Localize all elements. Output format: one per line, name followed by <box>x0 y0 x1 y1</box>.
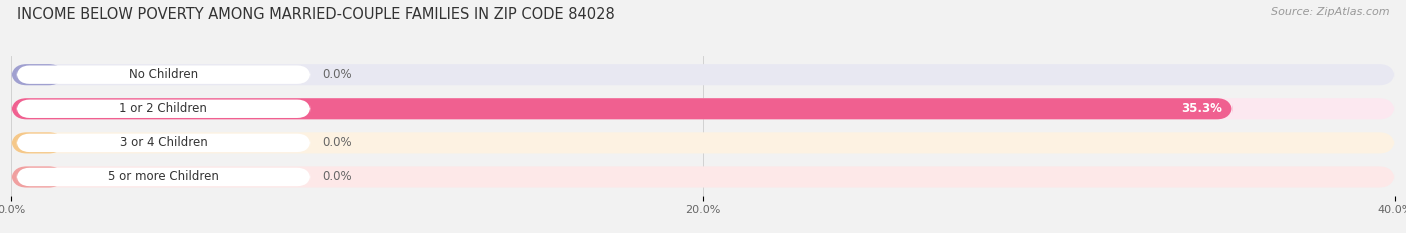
FancyBboxPatch shape <box>11 166 65 188</box>
FancyBboxPatch shape <box>11 132 65 154</box>
Text: Source: ZipAtlas.com: Source: ZipAtlas.com <box>1271 7 1389 17</box>
Text: 5 or more Children: 5 or more Children <box>108 171 219 183</box>
Text: 35.3%: 35.3% <box>1181 102 1222 115</box>
Text: 1 or 2 Children: 1 or 2 Children <box>120 102 207 115</box>
Text: No Children: No Children <box>129 68 198 81</box>
FancyBboxPatch shape <box>11 98 1232 119</box>
FancyBboxPatch shape <box>17 168 311 186</box>
FancyBboxPatch shape <box>11 132 1395 154</box>
Text: 0.0%: 0.0% <box>322 171 352 183</box>
FancyBboxPatch shape <box>11 64 65 85</box>
Text: 0.0%: 0.0% <box>322 68 352 81</box>
FancyBboxPatch shape <box>11 64 1395 85</box>
Text: INCOME BELOW POVERTY AMONG MARRIED-COUPLE FAMILIES IN ZIP CODE 84028: INCOME BELOW POVERTY AMONG MARRIED-COUPL… <box>17 7 614 22</box>
Text: 0.0%: 0.0% <box>322 136 352 149</box>
FancyBboxPatch shape <box>17 65 311 84</box>
FancyBboxPatch shape <box>17 99 311 118</box>
FancyBboxPatch shape <box>11 166 1395 188</box>
FancyBboxPatch shape <box>17 134 311 152</box>
FancyBboxPatch shape <box>11 98 1395 119</box>
Text: 3 or 4 Children: 3 or 4 Children <box>120 136 207 149</box>
